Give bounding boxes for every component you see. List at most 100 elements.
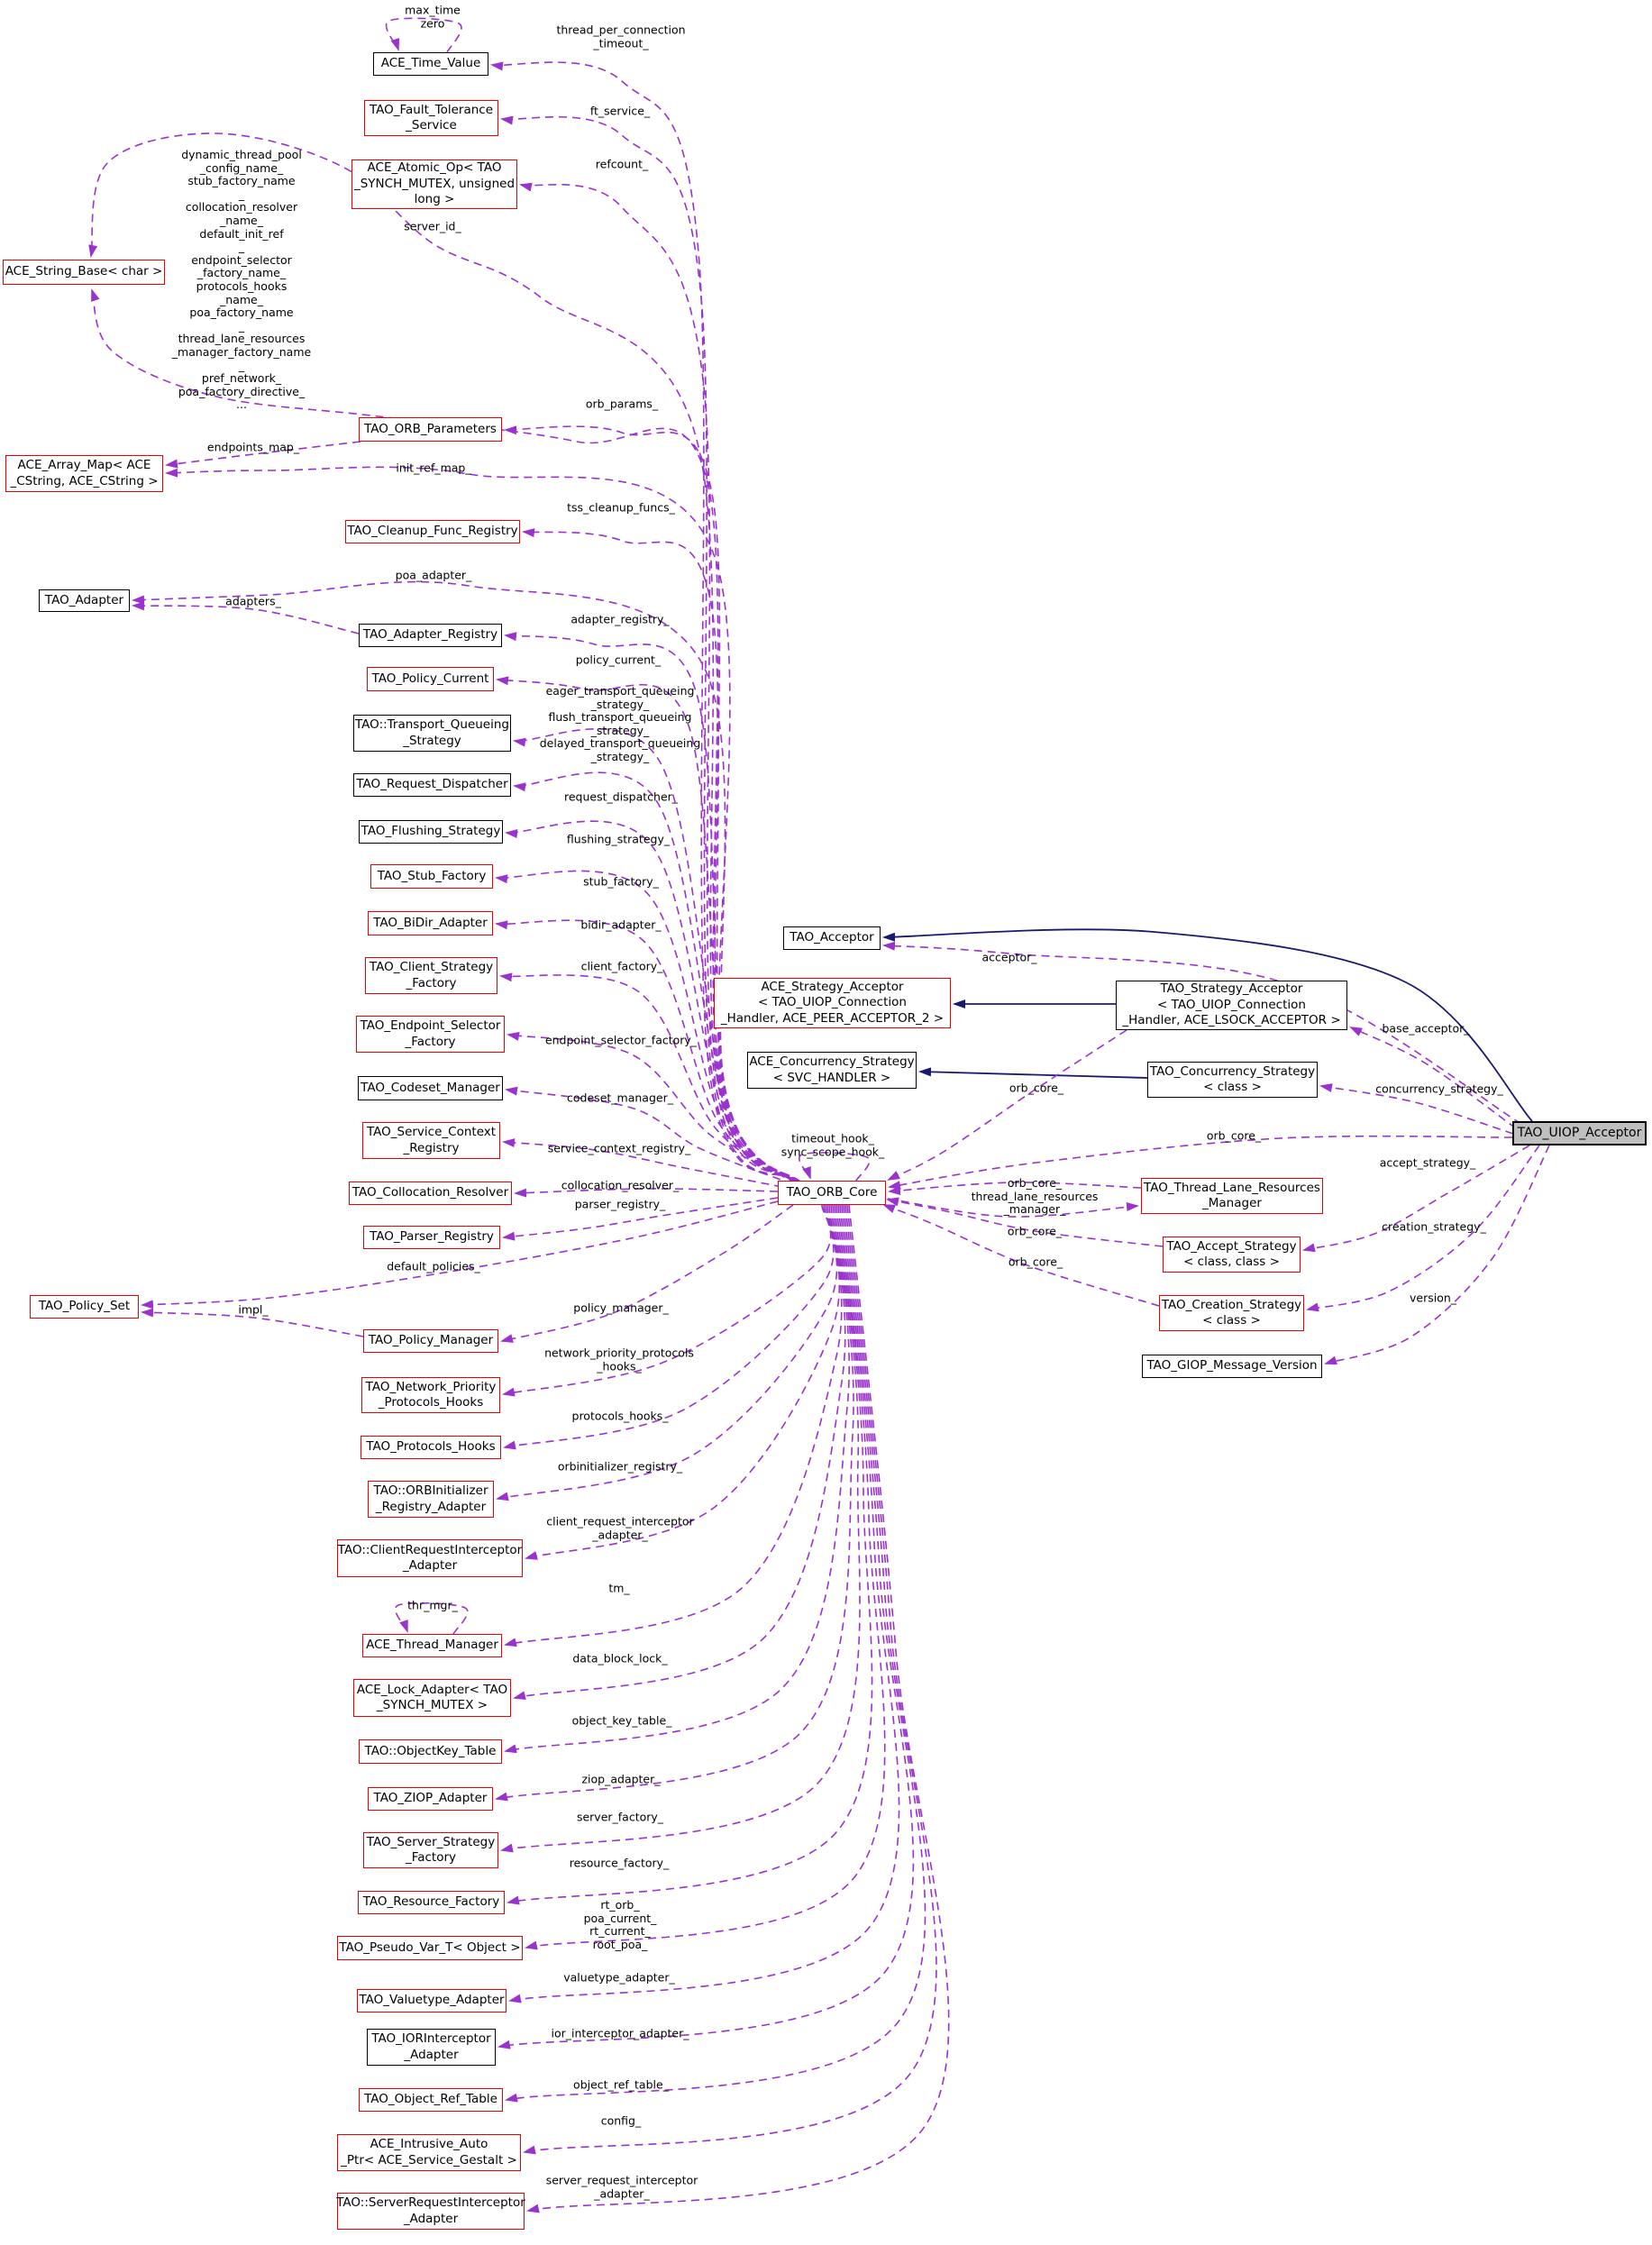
edge-label: creation_strategy_ <box>1382 1219 1486 1234</box>
edge-label: network_priority_protocols _hooks_ <box>544 1346 694 1373</box>
node-tao-flushing-strategy[interactable]: TAO_Flushing_Strategy <box>359 820 503 844</box>
node-tao-parser-registry[interactable]: TAO_Parser_Registry <box>363 1226 500 1249</box>
node-tao-orb-core[interactable]: TAO_ORB_Core <box>778 1181 886 1205</box>
node-tao-thread-lane-resources-manager[interactable]: TAO_Thread_Lane_Resources _Manager <box>1141 1178 1323 1214</box>
edge-label: adapters_ <box>225 594 281 608</box>
node-tao-valuetype-adapter[interactable]: TAO_Valuetype_Adapter <box>357 1989 507 2012</box>
edge-label: tss_cleanup_funcs_ <box>567 500 675 515</box>
edge-label: endpoint_selector_factory_ <box>544 1033 698 1047</box>
edge-label: init_ref_map_ <box>396 461 471 475</box>
node-tao-concurrency-strategy[interactable]: TAO_Concurrency_Strategy < class > <box>1147 1062 1318 1098</box>
usage-edge-14 <box>495 870 800 1184</box>
usage-edge-58 <box>1302 1145 1530 1253</box>
edge-label: client_factory_ <box>580 959 663 973</box>
usage-edge-16 <box>499 972 799 1184</box>
usage-edge-54 <box>888 1182 1142 1196</box>
node-tao-service-context-registry[interactable]: TAO_Service_Context _Registry <box>362 1122 500 1159</box>
node-tao-server-strategy-factory[interactable]: TAO_Server_Strategy _Factory <box>363 1832 498 1868</box>
usage-edge-30 <box>504 1204 851 1754</box>
usage-edge-7 <box>522 528 799 1183</box>
node-ace-string-base[interactable]: ACE_String_Base< char > <box>3 260 165 285</box>
edge-label: server_id_ <box>404 219 461 233</box>
edge-label: thread_per_connection _timeout_ <box>556 23 686 50</box>
node-tao-objectkey-table[interactable]: TAO::ObjectKey_Table <box>359 1739 502 1764</box>
edge-label: server_request_interceptor _adapter_ <box>545 2173 698 2200</box>
edge-label: protocols_hooks_ <box>571 1409 669 1423</box>
node-ace-strategy-acceptor[interactable]: ACE_Strategy_Acceptor < TAO_UIOP_Connect… <box>714 978 951 1028</box>
usage-edge-52 <box>888 1135 1513 1190</box>
edge-label: object_ref_table_ <box>573 2077 669 2092</box>
node-tao-endpoint-selector-factory[interactable]: TAO_Endpoint_Selector _Factory <box>356 1016 505 1053</box>
usage-edge-11 <box>513 728 802 1183</box>
node-tao-accept-strategy[interactable]: TAO_Accept_Strategy < class, class > <box>1163 1237 1301 1273</box>
node-tao-policy-set[interactable]: TAO_Policy_Set <box>30 1295 139 1319</box>
node-tao-serverrequestinterceptor-adapter[interactable]: TAO::ServerRequestInterceptor _Adapter <box>336 2193 525 2230</box>
node-tao-resource-factory[interactable]: TAO_Resource_Factory <box>358 1891 505 1914</box>
node-tao-giop-message-version[interactable]: TAO_GIOP_Message_Version <box>1142 1355 1322 1378</box>
usage-edge-45 <box>798 1152 871 1182</box>
node-tao-network-priority-protocols-hooks[interactable]: TAO_Network_Priority _Protocols_Hooks <box>361 1377 500 1413</box>
node-tao-transport-queueing-strategy[interactable]: TAO::Transport_Queueing _Strategy <box>353 715 511 752</box>
usage-edge-24 <box>502 1204 832 1397</box>
node-tao-adapter[interactable]: TAO_Adapter <box>39 589 130 612</box>
edge-label: refcount_ <box>595 157 649 171</box>
node-tao-clientrequestinterceptor-adapter[interactable]: TAO::ClientRequestInterceptor _Adapter <box>337 1539 523 1577</box>
node-tao-orbinitializer-registry-adapter[interactable]: TAO::ORBInitializer _Registry_Adapter <box>368 1481 494 1518</box>
node-tao-adapter-registry[interactable]: TAO_Adapter_Registry <box>359 624 502 647</box>
edge-label: parser_registry_ <box>574 1197 666 1211</box>
node-tao-acceptor[interactable]: TAO_Acceptor <box>783 926 881 950</box>
node-tao-policy-current[interactable]: TAO_Policy_Current <box>367 667 494 691</box>
node-ace-atomic-op[interactable]: ACE_Atomic_Op< TAO _SYNCH_MUTEX, unsigne… <box>351 160 517 209</box>
node-tao-collocation-resolver[interactable]: TAO_Collocation_Resolver <box>349 1182 512 1205</box>
usage-edge-29 <box>513 1204 846 1701</box>
edge-label: endpoints_map_ <box>206 440 300 454</box>
usage-edge-34 <box>525 1204 886 1950</box>
usage-edge-36 <box>497 1204 915 2049</box>
node-tao-uiop-acceptor[interactable]: TAO_UIOP_Acceptor <box>1512 1121 1647 1145</box>
node-tao-creation-strategy[interactable]: TAO_Creation_Strategy < class > <box>1159 1295 1304 1331</box>
node-tao-request-dispatcher[interactable]: TAO_Request_Dispatcher <box>353 773 511 797</box>
node-tao-bidir-adapter[interactable]: TAO_BiDir_Adapter <box>368 911 493 935</box>
node-tao-client-strategy-factory[interactable]: TAO_Client_Strategy _Factory <box>365 957 497 994</box>
edge-label: request_dispatcher_ <box>563 789 679 804</box>
node-tao-codeset-manager[interactable]: TAO_Codeset_Manager <box>358 1076 503 1100</box>
node-tao-policy-manager[interactable]: TAO_Policy_Manager <box>363 1329 498 1353</box>
node-tao-orb-parameters[interactable]: TAO_ORB_Parameters <box>359 417 502 442</box>
node-tao-protocols-hooks[interactable]: TAO_Protocols_Hooks <box>361 1436 501 1459</box>
node-tao-cleanup-func-registry[interactable]: TAO_Cleanup_Func_Registry <box>345 520 520 543</box>
node-ace-lock-adapter[interactable]: ACE_Lock_Adapter< TAO _SYNCH_MUTEX > <box>353 1679 511 1717</box>
node-tao-stub-factory[interactable]: TAO_Stub_Factory <box>370 864 493 889</box>
edge-label: resource_factory_ <box>569 1856 670 1870</box>
node-tao-pseudo-var-t[interactable]: TAO_Pseudo_Var_T< Object > <box>337 1936 523 1960</box>
edge-label: data_block_lock_ <box>572 1651 668 1665</box>
node-tao-ziop-adapter[interactable]: TAO_ZIOP_Adapter <box>368 1787 493 1811</box>
edge-label: object_key_table_ <box>571 1713 672 1728</box>
node-tao-fault-tolerance-service[interactable]: TAO_Fault_Tolerance _Service <box>364 100 498 136</box>
usage-edge-33 <box>507 1204 873 1905</box>
usage-edge-43 <box>385 17 462 53</box>
usage-edge-1 <box>500 115 793 1182</box>
edge-label: collocation_resolver_ <box>561 1178 680 1192</box>
edge-label: max_time zero <box>405 3 461 30</box>
node-tao-strategy-acceptor[interactable]: TAO_Strategy_Acceptor < TAO_UIOP_Connect… <box>1116 981 1347 1030</box>
node-tao-iorinterceptor-adapter[interactable]: TAO_IORInterceptor _Adapter <box>367 2029 496 2066</box>
inheritance-edge-48 <box>918 1067 1148 1079</box>
edge-label: orb_core_ <box>1009 1081 1064 1095</box>
usage-edge-32 <box>500 1204 861 1853</box>
edge-label: ft_service_ <box>589 104 651 118</box>
usage-edge-41 <box>132 601 360 634</box>
usage-edge-19 <box>502 1138 783 1188</box>
usage-edge-9 <box>504 632 800 1183</box>
usage-edge-28 <box>504 1204 843 1647</box>
node-ace-array-map[interactable]: ACE_Array_Map< ACE _CString, ACE_CString… <box>5 455 163 492</box>
node-ace-time-value[interactable]: ACE_Time_Value <box>373 52 488 76</box>
edge-label: bidir_adapter_ <box>580 917 662 932</box>
usage-edge-3 <box>88 132 795 1182</box>
usage-edge-5 <box>504 425 797 1183</box>
node-ace-intrusive-auto-ptr[interactable]: ACE_Intrusive_Auto _Ptr< ACE_Service_Ges… <box>337 2134 521 2171</box>
node-ace-concurrency-strategy[interactable]: ACE_Concurrency_Strategy < SVC_HANDLER > <box>747 1052 917 1089</box>
edge-label: codeset_manager_ <box>567 1091 673 1105</box>
usage-edge-18 <box>505 1086 794 1185</box>
node-ace-thread-manager[interactable]: ACE_Thread_Manager <box>362 1634 502 1657</box>
node-tao-object-ref-table[interactable]: TAO_Object_Ref_Table <box>359 2088 503 2112</box>
